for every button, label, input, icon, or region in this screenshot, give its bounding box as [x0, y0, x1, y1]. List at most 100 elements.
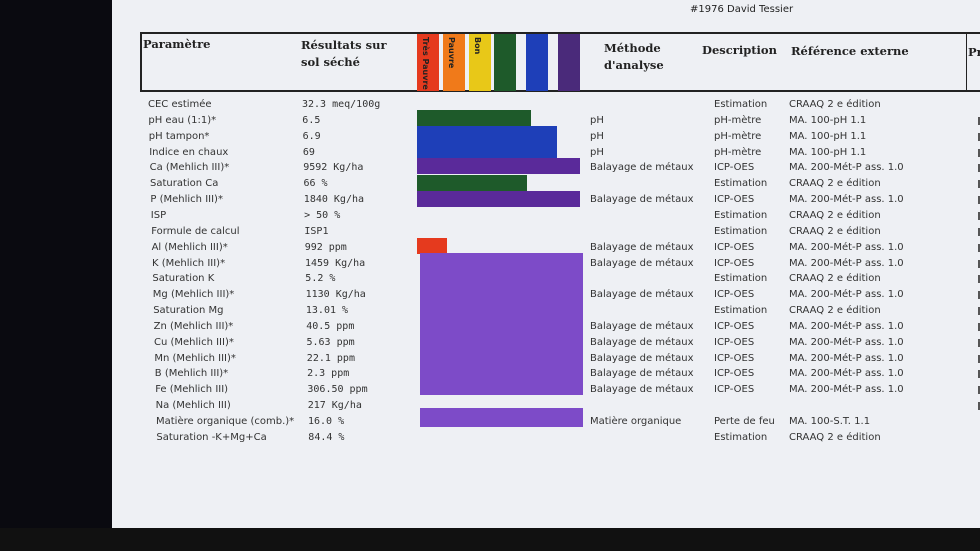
scale-band-5: [558, 34, 580, 91]
row-reference: MA. 100-pH 1.1: [789, 131, 867, 142]
row-result-value: ISP1: [304, 226, 329, 237]
row-reference: MA. 100-S.T. 1.1: [789, 416, 871, 427]
row-edge-fragment: [978, 117, 980, 125]
row-result-value: 40.5 ppm: [306, 321, 355, 332]
row-result-value: 9592 Kg/ha: [303, 162, 364, 173]
row-param-label: Mn (Mehlich III)*: [154, 353, 236, 364]
header-resultats-1: Résultats sur: [301, 38, 387, 52]
row-method: Balayage de métaux: [590, 337, 694, 348]
row-edge-fragment: [978, 149, 980, 157]
scale-band-1: Pauvre: [443, 34, 465, 91]
row-reference: MA. 200-Mét-P ass. 1.0: [789, 321, 904, 332]
client-name: #1976 David Tessier: [690, 4, 794, 15]
row-param-label: Al (Mehlich III)*: [151, 242, 228, 253]
row-edge-fragment: [978, 386, 980, 394]
row-reference: CRAAQ 2 e édition: [789, 178, 881, 189]
row-description: Estimation: [714, 210, 768, 221]
scale-band-0: Très Pauvre: [417, 34, 439, 91]
row-param-label: Cu (Mehlich III)*: [154, 337, 234, 348]
header-parametre: Paramètre: [143, 37, 211, 51]
row-description: Perte de feu: [714, 416, 775, 427]
monitor-bezel: [0, 528, 980, 551]
row-edge-fragment: [978, 402, 980, 410]
row-reference: MA. 200-Mét-P ass. 1.0: [789, 194, 904, 205]
row-result-value: 32.3 meq/100g: [302, 99, 381, 110]
row-result-value: 84.4 %: [308, 432, 345, 443]
row-result-value: 306.50 ppm: [307, 384, 368, 395]
row-edge-fragment: [978, 228, 980, 236]
row-edge-fragment: [978, 339, 980, 347]
row-edge-fragment: [978, 323, 980, 331]
result-bar: [420, 253, 583, 395]
row-description: ICP-OES: [714, 321, 755, 332]
row-method: pH: [590, 131, 604, 142]
row-description: Estimation: [714, 305, 768, 316]
row-reference: CRAAQ 2 e édition: [789, 210, 881, 221]
row-result-value: 5.63 ppm: [306, 337, 355, 348]
row-method: Balayage de métaux: [590, 242, 694, 253]
result-bar: [420, 408, 583, 427]
scale-band-4: [526, 34, 548, 91]
row-result-value: > 50 %: [304, 210, 341, 221]
row-description: Estimation: [714, 273, 768, 284]
row-method: Balayage de métaux: [590, 384, 694, 395]
row-method: Balayage de métaux: [590, 368, 694, 379]
header-extra: Pr: [968, 45, 980, 59]
scale-band-label: Pauvre: [447, 37, 456, 69]
header-methode-2: d'analyse: [604, 58, 664, 72]
scale-band-2: Bon: [469, 34, 491, 91]
row-param-label: Formule de calcul: [151, 226, 240, 237]
row-reference: MA. 200-Mét-P ass. 1.0: [789, 384, 904, 395]
row-method: Balayage de métaux: [590, 289, 694, 300]
row-param-label: Fe (Mehlich III): [155, 384, 229, 395]
row-description: pH-mètre: [714, 147, 762, 158]
row-result-value: 22.1 ppm: [306, 353, 355, 364]
row-method: Matière organique: [590, 416, 682, 427]
row-reference: CRAAQ 2 e édition: [789, 432, 881, 443]
row-param-label: Saturation K: [152, 273, 215, 284]
row-result-value: 217 Kg/ha: [307, 400, 362, 411]
row-reference: CRAAQ 2 e édition: [789, 305, 881, 316]
row-param-label: Mg (Mehlich III)*: [152, 289, 235, 300]
header-description: Description: [702, 43, 777, 57]
row-description: ICP-OES: [714, 162, 755, 173]
row-method: Balayage de métaux: [590, 353, 694, 364]
row-method: Balayage de métaux: [590, 258, 694, 269]
row-description: Estimation: [714, 99, 768, 110]
row-result-value: 13.01 %: [305, 305, 349, 316]
row-result-value: 6.5: [302, 115, 321, 126]
row-reference: MA. 100-pH 1.1: [789, 147, 867, 158]
row-edge-fragment: [978, 180, 980, 188]
result-bar: [417, 158, 580, 174]
row-description: ICP-OES: [714, 258, 755, 269]
row-description: ICP-OES: [714, 353, 755, 364]
report-screen: #1976 David Tessier Paramètre Résultats …: [112, 0, 980, 528]
row-result-value: 2.3 ppm: [307, 368, 350, 379]
result-bar: [417, 238, 447, 254]
row-description: ICP-OES: [714, 384, 755, 395]
row-reference: MA. 200-Mét-P ass. 1.0: [789, 368, 904, 379]
table-header: [140, 32, 980, 92]
row-edge-fragment: [978, 307, 980, 315]
row-method: Balayage de métaux: [590, 194, 694, 205]
row-reference: CRAAQ 2 e édition: [789, 99, 881, 110]
row-edge-fragment: [978, 244, 980, 252]
row-result-value: 69: [302, 147, 315, 158]
row-edge-fragment: [978, 370, 980, 378]
row-param-label: ISP: [150, 210, 167, 221]
scale-band-label: Bon: [473, 37, 482, 55]
row-reference: MA. 100-pH 1.1: [789, 115, 867, 126]
row-param-label: Zn (Mehlich III)*: [153, 321, 234, 332]
header-divider: [966, 32, 967, 92]
row-param-label: Matière organique (comb.)*: [156, 416, 295, 427]
row-result-value: 1840 Kg/ha: [303, 194, 365, 205]
row-param-label: Saturation Ca: [150, 178, 219, 189]
result-bar: [417, 126, 557, 160]
row-edge-fragment: [978, 164, 980, 172]
row-description: ICP-OES: [714, 242, 755, 253]
row-result-value: 6.9: [302, 131, 321, 142]
row-result-value: 992 ppm: [304, 242, 347, 253]
row-edge-fragment: [978, 355, 980, 363]
scale-band-3: [494, 34, 516, 91]
row-result-value: 16.0 %: [308, 416, 345, 427]
